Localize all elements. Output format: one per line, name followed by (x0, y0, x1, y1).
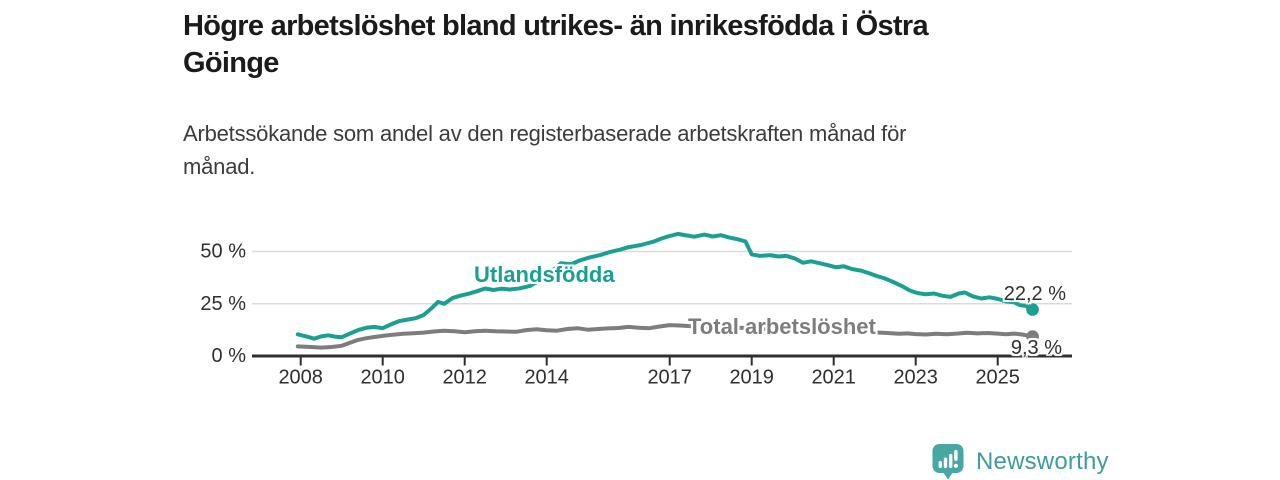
series-end-dot (1026, 303, 1039, 316)
newsworthy-logo-icon (932, 444, 964, 480)
x-tick-label: 2010 (360, 367, 405, 389)
series-label-total-arbetsloshet: Total arbetslöshet (688, 314, 876, 339)
x-tick-label: 2008 (278, 367, 323, 389)
x-tick-label: 2012 (442, 367, 487, 389)
y-tick-label: 50 % (200, 241, 246, 263)
x-tick-label: 2017 (647, 367, 692, 389)
x-tick-label: 2023 (893, 367, 938, 389)
x-tick-label: 2014 (524, 367, 569, 389)
newsworthy-logo: Newsworthy (931, 443, 1109, 480)
end-value-utlandsfodda: 22,2 % (1003, 283, 1066, 305)
page-title: Högre arbetslöshet bland utrikes- än inr… (183, 8, 1163, 82)
page-subtitle-line-2: månad. (183, 154, 256, 179)
newsworthy-wordmark: Newsworthy (976, 447, 1109, 475)
x-tick-label: 2019 (729, 367, 774, 389)
y-tick-label: 0 % (212, 345, 247, 367)
end-value-total: 9,3 % (1010, 337, 1062, 359)
series-end-dot (1026, 330, 1039, 343)
series-line (295, 323, 1035, 350)
y-tick-label: 25 % (200, 293, 246, 315)
x-tick-label: 2021 (811, 367, 856, 389)
series-line (295, 231, 1035, 341)
page-subtitle-line-1: Arbetssökande som andel av den registerb… (183, 121, 907, 146)
page-subtitle: Arbetssökande som andel av den registerb… (183, 117, 1023, 183)
series-label-utlandsfodda: Utlandsfödda (474, 262, 615, 287)
page-title-line-1: Högre arbetslöshet bland utrikes- än inr… (183, 10, 929, 42)
x-tick-label: 2025 (975, 367, 1020, 389)
page-title-line-2: Göinge (183, 47, 279, 79)
